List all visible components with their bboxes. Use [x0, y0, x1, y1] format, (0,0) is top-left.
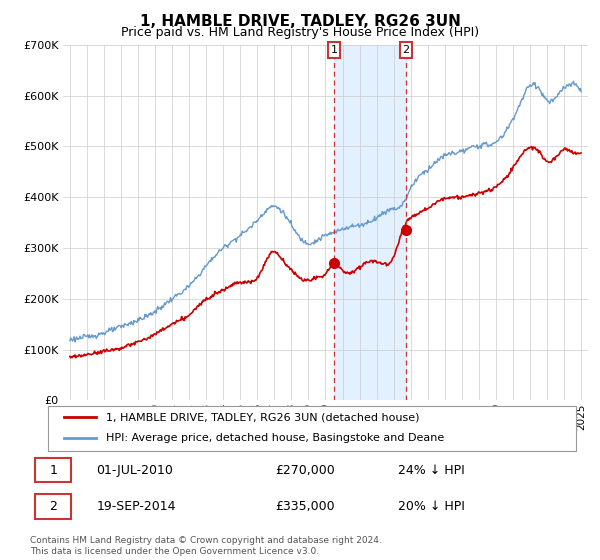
Text: £335,000: £335,000 [275, 500, 335, 513]
Text: 1, HAMBLE DRIVE, TADLEY, RG26 3UN: 1, HAMBLE DRIVE, TADLEY, RG26 3UN [140, 14, 460, 29]
Text: £270,000: £270,000 [275, 464, 335, 477]
Text: 1: 1 [331, 45, 338, 55]
FancyBboxPatch shape [48, 406, 576, 451]
Text: 2: 2 [403, 45, 410, 55]
Bar [334, 45, 406, 400]
Text: 01-JUL-2010: 01-JUL-2010 [97, 464, 173, 477]
Text: Price paid vs. HM Land Registry's House Price Index (HPI): Price paid vs. HM Land Registry's House … [121, 26, 479, 39]
Text: 1: 1 [49, 464, 57, 477]
Text: 1, HAMBLE DRIVE, TADLEY, RG26 3UN (detached house): 1, HAMBLE DRIVE, TADLEY, RG26 3UN (detac… [106, 412, 419, 422]
FancyBboxPatch shape [35, 458, 71, 482]
Text: 24% ↓ HPI: 24% ↓ HPI [398, 464, 464, 477]
Text: 19-SEP-2014: 19-SEP-2014 [97, 500, 176, 513]
FancyBboxPatch shape [35, 494, 71, 519]
Text: Contains HM Land Registry data © Crown copyright and database right 2024.
This d: Contains HM Land Registry data © Crown c… [30, 536, 382, 556]
Text: HPI: Average price, detached house, Basingstoke and Deane: HPI: Average price, detached house, Basi… [106, 433, 445, 444]
Text: 20% ↓ HPI: 20% ↓ HPI [398, 500, 465, 513]
Text: 2: 2 [49, 500, 57, 513]
